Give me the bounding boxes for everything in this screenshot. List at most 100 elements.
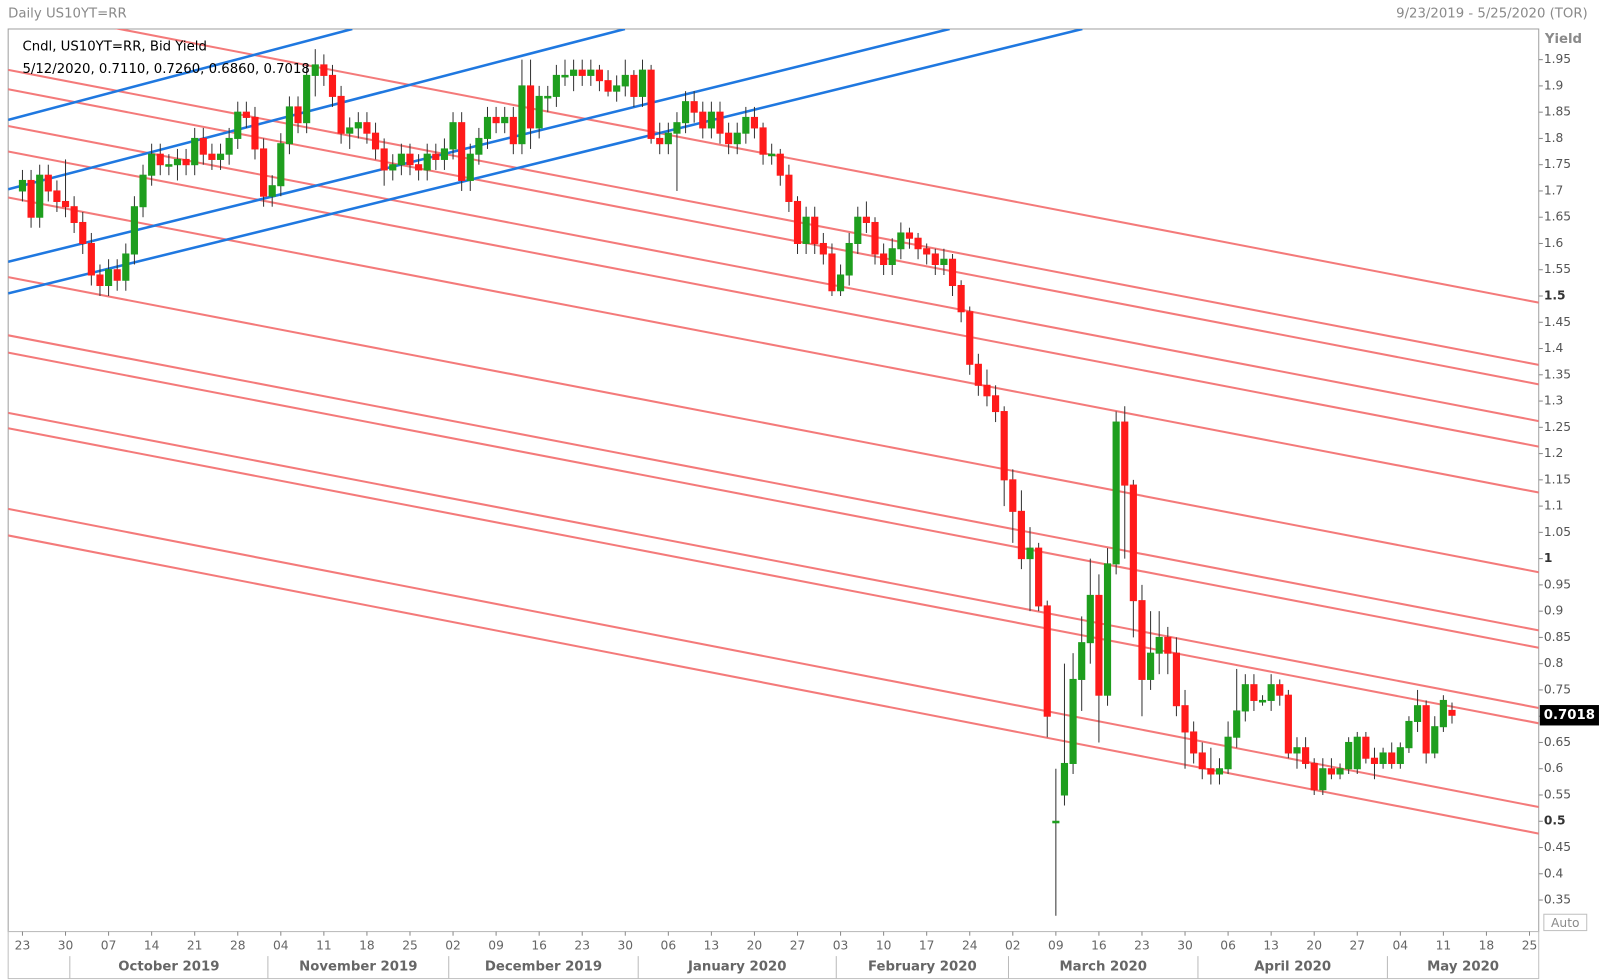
candle-body bbox=[277, 143, 285, 187]
y-tick-label: 1.3 bbox=[1544, 394, 1563, 408]
date-range: 9/23/2019 - 5/25/2020 (TOR) bbox=[1396, 7, 1588, 22]
month-label: November 2019 bbox=[299, 959, 417, 974]
candle-body bbox=[1241, 684, 1249, 712]
candle-body bbox=[492, 116, 500, 124]
candle-body bbox=[518, 85, 526, 145]
y-tick-label: 0.75 bbox=[1544, 682, 1571, 696]
candle-body bbox=[621, 74, 629, 87]
candle-body bbox=[681, 101, 690, 124]
y-tick-label: 1.35 bbox=[1544, 367, 1571, 381]
x-tick-label: 03 bbox=[833, 938, 849, 952]
candle-body bbox=[905, 232, 914, 239]
y-tick-label: 1.55 bbox=[1544, 262, 1571, 276]
candle-body bbox=[363, 122, 371, 134]
candle-body bbox=[27, 179, 35, 218]
candle-body bbox=[1405, 720, 1413, 749]
candle-body bbox=[1284, 694, 1292, 754]
x-tick-label: 10 bbox=[876, 938, 892, 952]
x-tick-label: 21 bbox=[187, 938, 203, 952]
trend-line bbox=[8, 507, 1539, 809]
candle-body bbox=[845, 242, 853, 276]
x-tick-label: 18 bbox=[359, 938, 375, 952]
candle-body bbox=[673, 122, 681, 134]
candle-body bbox=[1336, 768, 1344, 775]
candle-body bbox=[1413, 705, 1422, 722]
month-label: March 2020 bbox=[1059, 959, 1147, 974]
candle-body bbox=[466, 153, 474, 181]
candle-body bbox=[268, 185, 276, 197]
candle-body bbox=[79, 221, 87, 244]
candle-body bbox=[966, 311, 974, 365]
candle-body bbox=[18, 179, 27, 192]
candle-body bbox=[1267, 684, 1275, 701]
candle-body bbox=[871, 221, 879, 255]
candle-body bbox=[1172, 652, 1180, 707]
candle-body bbox=[96, 274, 104, 287]
month-label: October 2019 bbox=[118, 959, 219, 974]
candle-body bbox=[53, 190, 61, 202]
month-label: February 2020 bbox=[868, 959, 977, 974]
candle-body bbox=[225, 137, 233, 155]
x-tick-label: 27 bbox=[790, 938, 806, 952]
candle-body bbox=[354, 122, 362, 129]
candle-body bbox=[208, 153, 216, 160]
candle-body bbox=[699, 111, 707, 129]
y-tick-label: 1.45 bbox=[1544, 315, 1571, 329]
candle-body bbox=[501, 116, 509, 124]
month-label: April 2020 bbox=[1254, 959, 1331, 974]
candle-body bbox=[1026, 547, 1034, 560]
x-tick-label: 25 bbox=[1522, 938, 1538, 952]
x-tick-label: 06 bbox=[1220, 938, 1236, 952]
month-label: December 2019 bbox=[485, 959, 602, 974]
auto-box bbox=[1543, 913, 1588, 932]
candle-body bbox=[328, 74, 337, 97]
trend-line bbox=[8, 334, 1539, 632]
chart-title: Daily US10YT=RR bbox=[8, 7, 127, 22]
candle-body bbox=[819, 242, 827, 255]
x-tick-label: 23 bbox=[15, 938, 31, 952]
candle-body bbox=[458, 122, 466, 181]
x-tick-label: 14 bbox=[144, 938, 160, 952]
candle-body bbox=[552, 74, 560, 97]
x-tick-label: 07 bbox=[101, 938, 117, 952]
candle-body bbox=[992, 395, 1000, 413]
x-tick-label: 17 bbox=[919, 938, 935, 952]
y-tick-label: 0.8 bbox=[1544, 656, 1563, 670]
candle-body bbox=[1112, 421, 1120, 565]
candle-body bbox=[776, 153, 784, 176]
y-tick-label: 1 bbox=[1544, 551, 1553, 565]
x-tick-label: 23 bbox=[1134, 938, 1150, 952]
x-tick-label: 09 bbox=[488, 938, 504, 952]
candle-body bbox=[432, 153, 440, 160]
legend-line: 5/12/2020, 0.7110, 0.7260, 0.6860, 0.701… bbox=[22, 62, 309, 77]
candle-body bbox=[785, 174, 793, 202]
candle-body bbox=[122, 253, 130, 281]
candle-body bbox=[854, 216, 862, 244]
trend-line bbox=[8, 351, 1539, 649]
candle-body bbox=[44, 174, 52, 192]
candle-body bbox=[1147, 652, 1155, 680]
candle-body bbox=[957, 284, 965, 313]
candle-body bbox=[914, 237, 922, 250]
candle-body bbox=[483, 116, 492, 139]
candle-body bbox=[415, 164, 423, 171]
candle-body bbox=[1439, 699, 1447, 728]
candle-body bbox=[1215, 768, 1224, 775]
candle-body bbox=[1190, 731, 1198, 754]
candle-body bbox=[285, 106, 293, 145]
candles bbox=[18, 49, 1456, 916]
candle-body bbox=[1396, 747, 1404, 764]
trend-line bbox=[8, 88, 1539, 386]
candle-body bbox=[449, 122, 457, 150]
candle-body bbox=[1276, 684, 1284, 696]
candle-body bbox=[1095, 594, 1103, 696]
x-tick-label: 27 bbox=[1349, 938, 1365, 952]
candle-body bbox=[595, 69, 604, 82]
candle-body bbox=[242, 111, 250, 118]
candle-body bbox=[1078, 642, 1086, 680]
candle-body bbox=[638, 69, 647, 97]
candle-body bbox=[156, 153, 164, 166]
trend-line bbox=[8, 534, 1539, 835]
month-label: May 2020 bbox=[1427, 959, 1499, 974]
